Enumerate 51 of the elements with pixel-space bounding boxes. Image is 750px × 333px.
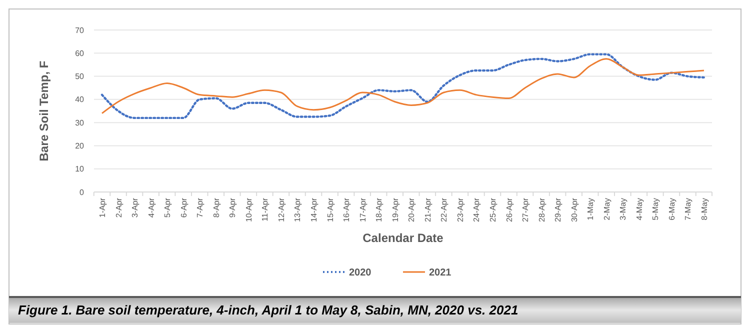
x-tick-label: 5-May xyxy=(651,198,660,220)
caption: Figure 1. Bare soil temperature, 4-inch, April 1 to May 8, Sabin, MN, 2020 vs. 2021 xyxy=(18,302,518,318)
x-tick-label: 23-Apr xyxy=(456,198,465,222)
x-tick-label: 4-Apr xyxy=(146,198,156,218)
x-tick-label: 20-Apr xyxy=(407,198,416,222)
x-tick-label: 16-Apr xyxy=(342,198,352,222)
y-axis-title: Bare Soil Temp, F xyxy=(37,60,51,162)
x-tick-label: 25-Apr xyxy=(488,198,498,222)
x-tick-label: 6-Apr xyxy=(179,198,188,218)
x-tick-label: 1-Apr xyxy=(98,198,107,218)
x-tick-label: 3-May xyxy=(618,198,628,220)
x-tick-label: 5-Apr xyxy=(163,198,172,218)
x-tick-label: 12-Apr xyxy=(276,198,286,222)
y-tick-label: 60 xyxy=(75,48,85,58)
y-tick-label: 30 xyxy=(75,118,85,128)
x-tick-label: 14-Apr xyxy=(310,198,319,222)
x-tick-label: 1-May xyxy=(586,198,596,220)
x-tick-label: 19-Apr xyxy=(390,198,400,222)
y-tick-label: 10 xyxy=(75,164,85,174)
x-tick-label: 30-Apr xyxy=(570,198,579,222)
x-tick-label: 18-Apr xyxy=(374,198,384,222)
x-tick-label: 29-Apr xyxy=(554,198,563,222)
x-tick-label: 15-Apr xyxy=(326,198,335,222)
legend-label: 2021 xyxy=(429,268,452,278)
x-tick-label: 26-Apr xyxy=(504,198,514,222)
x-axis-title: Calendar Date xyxy=(362,231,444,245)
x-tick-label: 22-Apr xyxy=(440,198,449,222)
x-tick-label: 24-Apr xyxy=(472,198,482,222)
x-tick-label: 2-Apr xyxy=(114,198,124,218)
x-tick-label: 7-Apr xyxy=(196,198,205,218)
x-tick-label: 21-Apr xyxy=(423,198,432,222)
x-tick-label: 28-Apr xyxy=(537,198,546,222)
x-tick-label: 4-May xyxy=(634,198,644,220)
x-tick-label: 6-May xyxy=(667,198,676,220)
y-tick-label: 50 xyxy=(75,72,85,82)
x-tick-label: 9-Apr xyxy=(228,198,238,218)
x-tick-label: 7-May xyxy=(684,198,693,220)
x-tick-label: 11-Apr xyxy=(260,198,270,222)
x-tick-label: 3-Apr xyxy=(130,198,140,218)
y-tick-label: 40 xyxy=(75,95,85,104)
y-tick-label: 0 xyxy=(80,188,85,197)
x-tick-label: 13-Apr xyxy=(293,198,302,222)
x-tick-label: 27-Apr xyxy=(521,198,530,222)
x-tick-label: 17-Apr xyxy=(358,198,368,222)
x-tick-label: 8-Apr xyxy=(212,198,221,218)
y-tick-label: 20 xyxy=(75,142,85,151)
legend-label: 2020 xyxy=(349,268,372,278)
x-tick-label: 10-Apr xyxy=(244,198,254,222)
x-tick-label: 8-May xyxy=(700,198,709,220)
y-tick-label: 70 xyxy=(75,26,85,35)
x-tick-label: 2-May xyxy=(602,198,612,220)
